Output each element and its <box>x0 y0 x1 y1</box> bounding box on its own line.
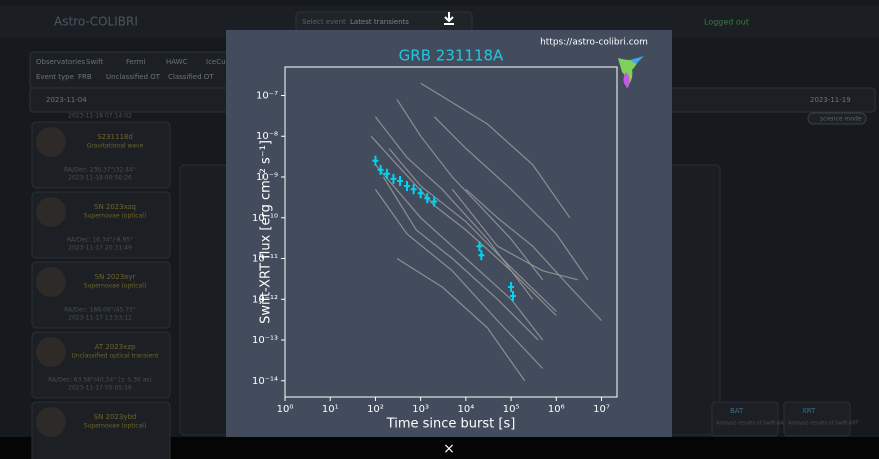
result-card[interactable] <box>712 402 778 436</box>
filter-chip[interactable]: FRB <box>78 73 92 81</box>
date-start: 2023-11-04 <box>46 96 87 104</box>
result-card[interactable] <box>784 402 850 436</box>
event-time: 2023-11-18 00:56:26 <box>68 175 132 182</box>
screen: Astro-COLIBRI Select event Latest transien… <box>0 0 879 459</box>
watermark: https://astro-colibri.com <box>540 38 648 48</box>
event-type: Supernovae (optical) <box>84 283 147 290</box>
x-tick-label: 10⁰ <box>277 404 294 415</box>
event-time: 2023-11-17 20:31:49 <box>68 245 132 252</box>
close-button[interactable]: × <box>443 441 455 457</box>
y-tick-label: 10⁻¹² <box>252 294 278 305</box>
event-icon <box>36 197 66 227</box>
result-title: BAT <box>730 407 744 415</box>
page: Astro-COLIBRI Select event Latest transien… <box>0 0 879 459</box>
result-title: XRT <box>802 407 816 415</box>
event-type: Supernovae (optical) <box>84 213 147 220</box>
x-tick-label: 10⁷ <box>593 404 610 415</box>
event-type: Gravitational wave <box>87 143 144 150</box>
x-tick-label: 10² <box>367 404 384 415</box>
select-value: Latest transients <box>350 18 409 26</box>
y-tick-label: 10⁻⁷ <box>256 90 278 101</box>
filter-chip[interactable]: Fermi <box>126 58 146 66</box>
filter-label: Event type <box>36 73 74 81</box>
x-tick-label: 10⁵ <box>503 404 520 415</box>
y-tick-label: 10⁻¹¹ <box>252 254 278 265</box>
chart: GRB 231118A https://astro-colibri.com Time… <box>252 38 648 432</box>
event-time: 2023-11-18 07:14:02 <box>68 113 132 120</box>
event-coords: RA/Dec: 63.58°/40.34° (± 0.30 as) <box>48 377 152 384</box>
event-type: Supernovae (optical) <box>84 423 147 430</box>
x-tick-label: 10⁶ <box>548 404 565 415</box>
y-tick-label: 10⁻⁸ <box>256 131 278 142</box>
x-tick-label: 10¹ <box>322 404 339 415</box>
x-axis-label: Time since burst [s] <box>386 417 516 432</box>
x-tick-label: 10⁴ <box>457 404 474 415</box>
status: Logged out <box>704 18 749 27</box>
event-title: SN 2023ybd <box>94 413 137 421</box>
event-title: SN 2023xzq <box>94 203 136 211</box>
chart-title: GRB 231118A <box>399 47 504 65</box>
result-text: Analysis results of Swift-BAT <box>716 421 787 427</box>
event-coords: RA/Dec: 236.37°/32.44° <box>64 167 136 174</box>
filter-label: Observatories <box>36 58 85 66</box>
x-tick-label: 10³ <box>412 404 429 415</box>
event-icon <box>36 267 66 297</box>
y-tick-label: 10⁻¹⁰ <box>252 213 278 224</box>
event-title: AT 2023xzp <box>95 343 136 351</box>
filter-chip[interactable]: Unclassified OT <box>106 73 161 81</box>
event-time: 2023-11-17 05:05:16 <box>68 385 132 392</box>
event-title: SN 2023xyr <box>95 273 136 281</box>
event-icon <box>36 337 66 367</box>
event-title: S231118d <box>97 133 133 141</box>
filter-chip[interactable]: HAWC <box>166 58 188 66</box>
y-tick-label: 10⁻⁹ <box>256 172 278 183</box>
event-icon <box>36 407 66 437</box>
date-end: 2023-11-19 <box>810 96 851 104</box>
science-mode: science mode <box>820 116 862 123</box>
event-coords: RA/Dec: 16.34°/-8.95° <box>67 237 133 244</box>
filter-chip[interactable]: Swift <box>86 58 103 66</box>
y-tick-label: 10⁻¹³ <box>252 335 278 346</box>
plot-area <box>285 67 617 397</box>
event-coords: RA/Dec: 166.08°/45.75° <box>64 307 136 314</box>
event-type: Unclassified optical transient <box>72 353 160 360</box>
y-tick-label: 10⁻¹⁴ <box>252 376 278 387</box>
result-text: Analysis results of Swift-XRT <box>788 421 859 427</box>
event-time: 2023-11-17 13:53:12 <box>68 315 132 322</box>
select-label: Select event <box>302 18 346 26</box>
event-icon <box>36 127 66 157</box>
brand: Astro-COLIBRI <box>54 15 138 29</box>
filter-chip[interactable]: Classified OT <box>168 73 214 81</box>
